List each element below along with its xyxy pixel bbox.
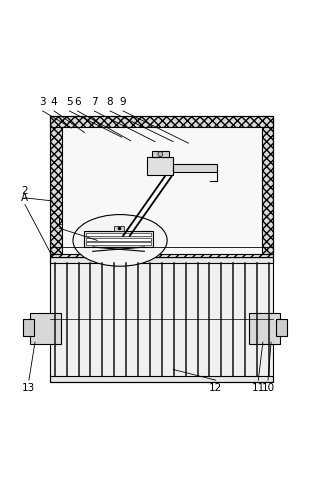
Text: 10: 10 — [261, 383, 275, 393]
Bar — [86, 238, 151, 241]
Bar — [50, 116, 273, 127]
Bar — [62, 127, 262, 254]
Bar — [152, 151, 169, 158]
Bar — [276, 319, 287, 336]
Text: 6: 6 — [74, 97, 81, 107]
Bar — [50, 257, 273, 262]
Text: 8: 8 — [107, 97, 113, 107]
Text: 2: 2 — [22, 186, 28, 196]
Circle shape — [158, 152, 163, 157]
Bar — [30, 313, 61, 344]
Bar — [249, 313, 280, 344]
Text: 3: 3 — [39, 97, 46, 107]
Bar — [50, 376, 273, 382]
Bar — [50, 249, 273, 257]
Text: 5: 5 — [66, 97, 73, 107]
Bar — [50, 257, 273, 382]
Bar — [173, 165, 217, 172]
Ellipse shape — [73, 215, 167, 266]
Bar — [147, 158, 173, 175]
Bar — [50, 257, 273, 382]
Text: 4: 4 — [51, 97, 57, 107]
Text: 11: 11 — [252, 383, 265, 393]
Bar — [23, 319, 34, 336]
Bar — [86, 242, 151, 245]
Bar — [114, 226, 124, 231]
Bar — [50, 116, 62, 254]
Text: 1: 1 — [56, 217, 63, 227]
Bar — [50, 116, 273, 254]
Text: 13: 13 — [22, 383, 36, 393]
Text: 9: 9 — [120, 97, 126, 107]
Bar — [84, 231, 153, 247]
Text: 12: 12 — [209, 383, 222, 393]
Bar — [262, 116, 273, 254]
Text: A: A — [21, 193, 29, 203]
Text: 7: 7 — [91, 97, 98, 107]
Bar — [86, 233, 151, 236]
